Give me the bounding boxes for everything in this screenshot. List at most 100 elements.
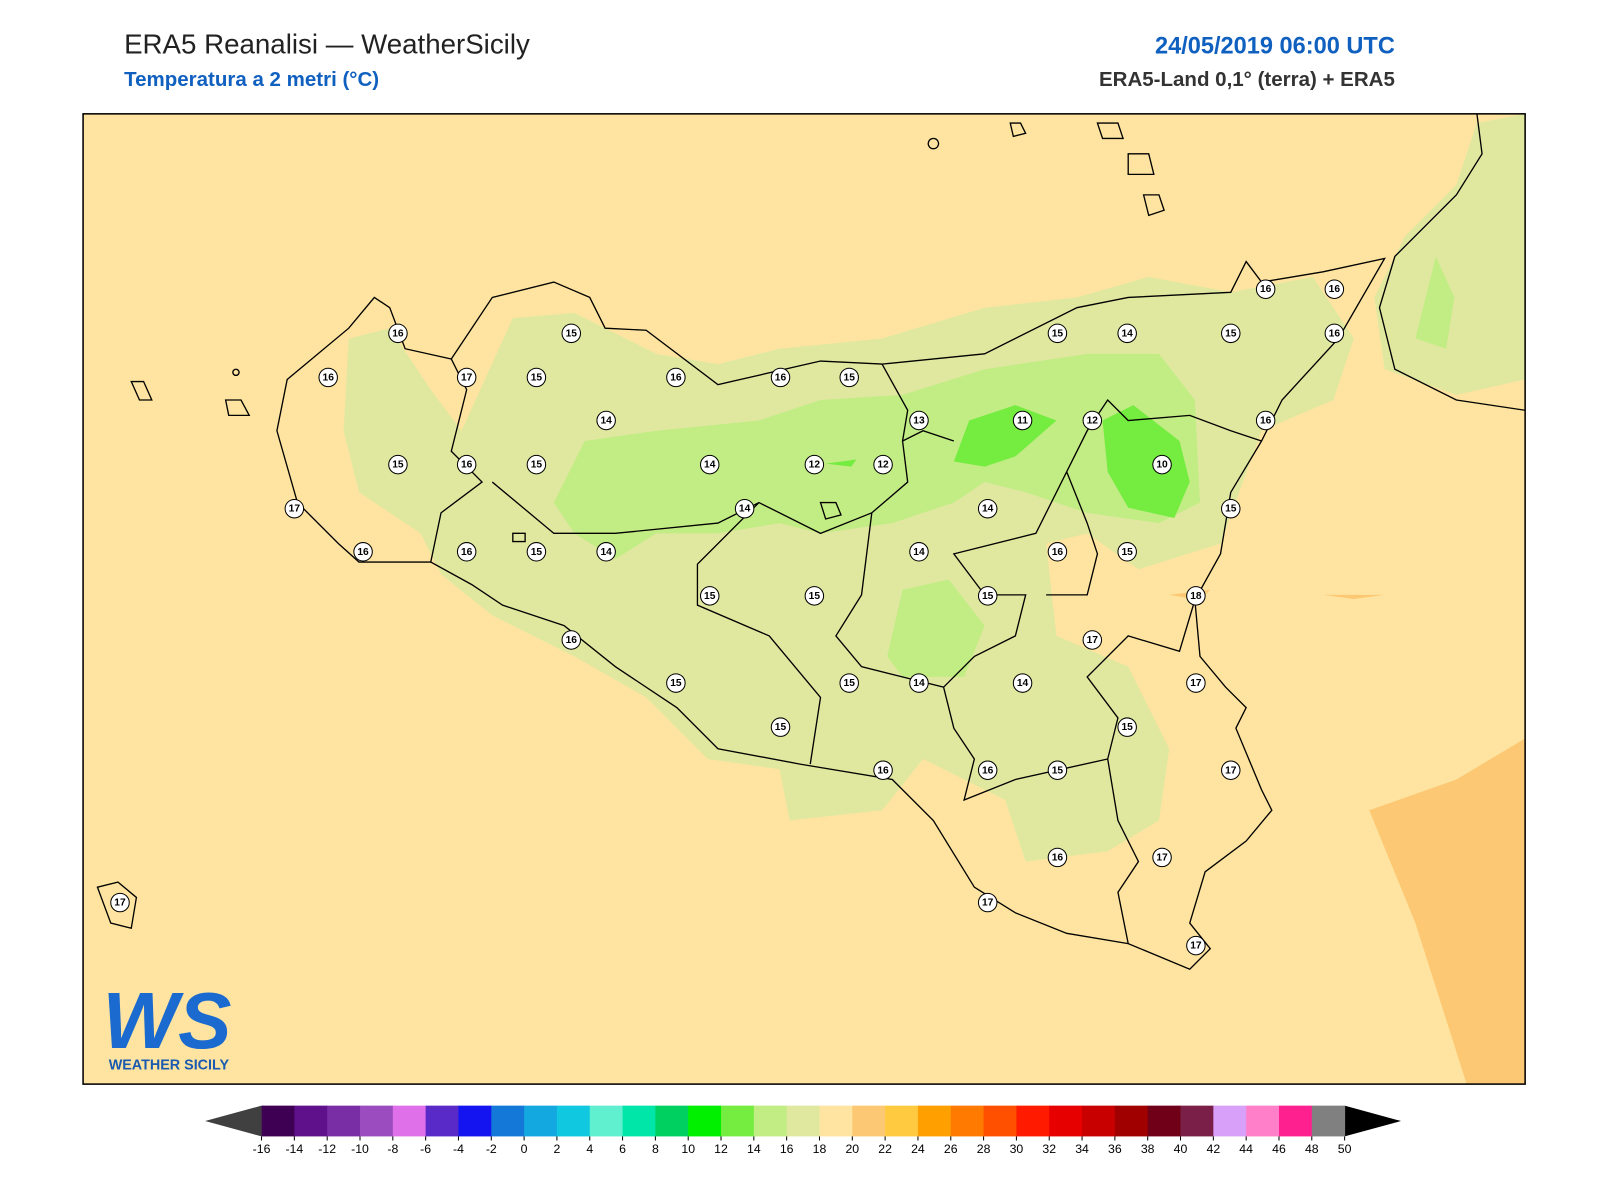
colorbar-label: 48 [1305,1142,1319,1156]
station: 15 [526,367,547,388]
station-marker [456,454,477,475]
station-marker [770,717,791,737]
colorbar-over [1344,1105,1402,1137]
station: 16 [456,454,477,475]
station-value: 15 [566,328,578,339]
colorbar-label: 34 [1075,1142,1089,1156]
station-marker [526,542,547,562]
station-marker [456,367,477,388]
station-value: 14 [1121,328,1133,339]
colorbar-box [753,1105,788,1137]
colorbar-box [721,1105,755,1137]
station: 14 [909,542,929,562]
colorbar-label: 50 [1338,1142,1352,1156]
station-value: 16 [877,765,889,776]
station-value: 16 [392,328,404,339]
station-marker [1324,323,1345,344]
station: 16 [318,367,338,388]
station: 17 [110,892,130,913]
station: 15 [526,542,547,562]
datetime: 24/05/2019 06:00 UTC [1155,32,1395,58]
colorbar-box [327,1105,361,1137]
station: 15 [977,586,998,606]
colorbar-label: -8 [387,1142,398,1156]
station-marker [1117,542,1137,562]
station-marker [1255,410,1276,431]
station-value: 17 [1225,765,1237,776]
station: 12 [804,454,825,475]
station: 14 [1012,673,1033,693]
colorbar-label: -10 [351,1142,369,1156]
station-marker [909,673,929,693]
station-value: 16 [1260,284,1272,295]
colorbar-label: 32 [1042,1142,1056,1156]
station: 15 [1117,717,1137,737]
station-marker [1012,673,1033,693]
station-marker [388,323,408,344]
map-frame [82,113,1526,1085]
station: 14 [596,410,616,431]
station-value: 17 [1190,678,1202,689]
colorbar-box [458,1105,492,1137]
colorbar-box [524,1105,558,1137]
station: 15 [839,673,859,693]
station-value: 14 [913,678,925,689]
station-marker [700,586,720,606]
station-marker [1221,498,1241,519]
station-marker [318,367,338,388]
station: 15 [561,323,582,344]
colorbar-box [950,1105,985,1137]
station: 14 [596,542,616,562]
logo-letters: WS [103,976,232,1065]
station-marker [909,410,929,431]
colorbar-label: 38 [1141,1142,1155,1156]
station-marker [1117,717,1137,737]
station-marker [1047,760,1068,780]
station-marker [977,892,998,913]
station: 15 [666,673,686,693]
station-value: 15 [982,591,994,602]
station-value: 14 [739,504,751,515]
station-value: 15 [1052,328,1064,339]
colorbar-label: 42 [1206,1142,1220,1156]
station-value: 14 [1017,678,1029,689]
colorbar-box [1311,1105,1346,1137]
colorbar-box [425,1105,459,1137]
station-marker [353,542,373,562]
colorbar-box [294,1105,328,1137]
colorbar-box [1246,1105,1280,1137]
subtitle: Temperatura a 2 metri (°C) [124,68,379,91]
station-marker [1012,410,1033,431]
station: 17 [456,367,477,388]
station-value: 15 [1121,722,1133,733]
colorbar-box [1049,1105,1083,1137]
colorbar-box [917,1105,952,1137]
station-value: 16 [1260,416,1272,427]
station-marker [1082,410,1103,431]
colorbar-box [261,1105,295,1137]
station-value: 14 [704,460,716,471]
station: 12 [1082,410,1103,431]
station-marker [110,892,130,913]
station-value: 16 [1329,284,1341,295]
source: ERA5-Land 0,1° (terra) + ERA5 [1099,68,1395,91]
colorbar-label: 12 [714,1142,728,1156]
station: 16 [353,542,373,562]
station-value: 15 [531,460,543,471]
station-marker [839,673,859,693]
station: 16 [873,760,893,780]
station-value: 15 [670,678,682,689]
title: ERA5 Reanalisi — WeatherSicily [124,28,530,59]
station-marker [1152,454,1172,475]
station-value: 15 [809,591,821,602]
station: 14 [1117,323,1137,344]
colorbar-box [983,1105,1017,1137]
station-marker [977,760,998,780]
station-value: 13 [913,416,925,427]
station-value: 14 [600,416,612,427]
colorbar-box [655,1105,689,1137]
station-value: 16 [461,460,473,471]
station-value: 15 [1052,765,1064,776]
colorbar-under [205,1105,262,1137]
colorbar-box [819,1105,853,1137]
